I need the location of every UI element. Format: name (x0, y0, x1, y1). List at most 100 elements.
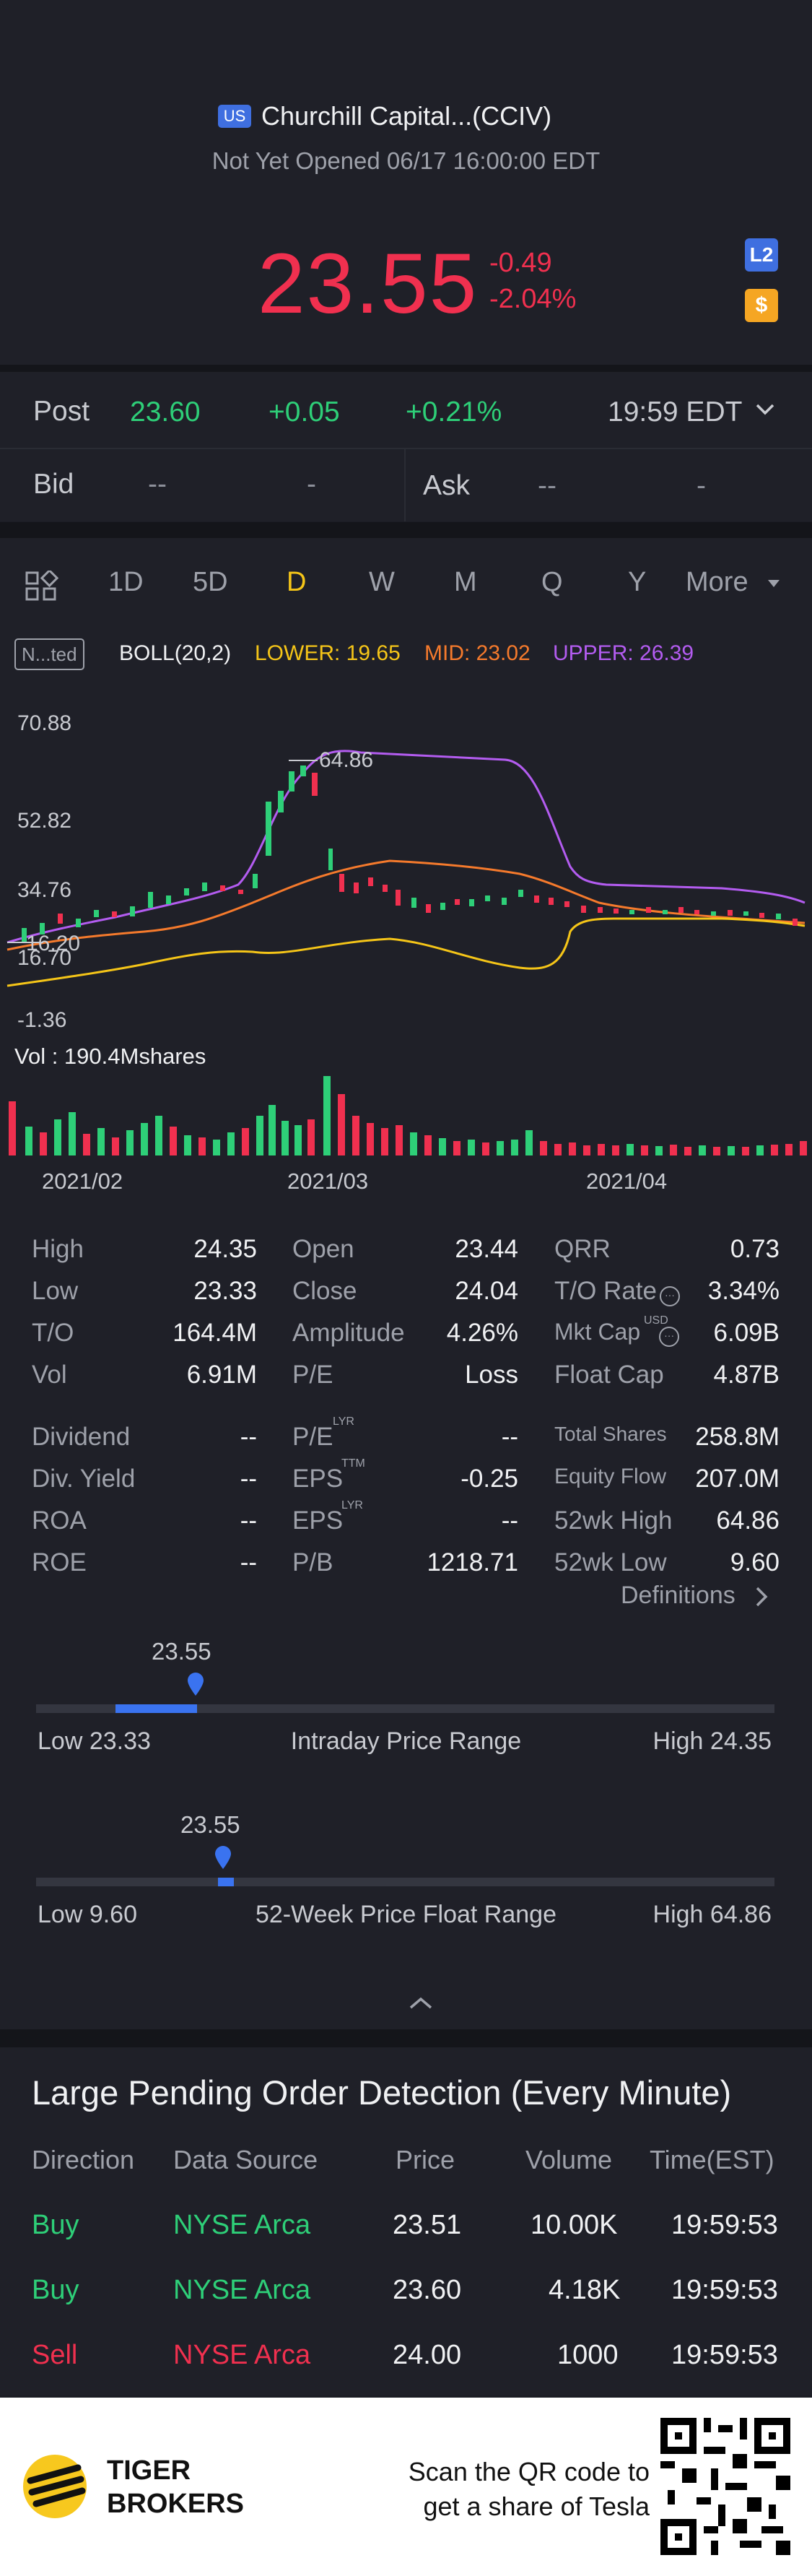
stat-label: T/O (32, 1319, 74, 1347)
candle (469, 899, 474, 906)
order-direction: Buy (32, 2275, 79, 2305)
stat-value: 1218.71 (427, 1548, 518, 1577)
candle (759, 913, 764, 918)
chevron-right-icon[interactable] (754, 1584, 769, 1613)
boll-upper: UPPER: 26.39 (553, 641, 694, 665)
candle (354, 882, 359, 893)
tiger-logo-icon (20, 2452, 90, 2525)
week52-low: Low 9.60 (38, 1901, 137, 1928)
boll-upper-line (6, 750, 806, 944)
post-change-pct: +0.21% (406, 396, 502, 428)
bid-label: Bid (33, 469, 74, 500)
vol-bar (424, 1135, 432, 1155)
stat-value: 64.86 (716, 1506, 780, 1535)
info-icon[interactable]: ··· (659, 1285, 680, 1306)
candle (76, 919, 81, 927)
stat-label: Amplitude (292, 1319, 405, 1347)
vol-bar (25, 1127, 32, 1155)
order-time: 19:59:53 (671, 2210, 778, 2240)
col-data-source: Data Source (173, 2145, 318, 2174)
intraday-low: Low 23.33 (38, 1727, 151, 1755)
week52-high: High 64.86 (652, 1901, 772, 1928)
vol-bar (323, 1076, 331, 1155)
stat-label: QRR (554, 1235, 611, 1263)
stat-label: P/E (292, 1423, 333, 1451)
candle (238, 890, 243, 894)
post-market-bar (0, 372, 812, 521)
indicator-badge[interactable]: N...ted (14, 638, 84, 670)
candle (383, 885, 388, 892)
price-chart[interactable] (0, 693, 812, 1177)
stat-value: -0.25 (460, 1465, 518, 1493)
intraday-title: Intraday Price Range (290, 1727, 522, 1755)
tab-m[interactable]: M (454, 567, 477, 597)
tab-d[interactable]: D (287, 567, 307, 597)
info-icon[interactable]: ··· (659, 1326, 680, 1347)
us-market-badge: US (218, 105, 251, 128)
chevron-up-icon[interactable] (406, 1993, 435, 2016)
vol-bar (155, 1116, 162, 1155)
stat-label: Total Shares (554, 1423, 667, 1445)
candle (253, 874, 258, 888)
candle (58, 914, 63, 924)
stat-value: 6.91M (186, 1361, 257, 1389)
tab-w[interactable]: W (369, 567, 395, 597)
candle (581, 906, 586, 913)
boll-mid: MID: 23.02 (424, 641, 531, 665)
vol-bar (468, 1140, 475, 1155)
definitions-link[interactable]: Definitions (621, 1582, 735, 1609)
candles (22, 766, 798, 942)
tab-q[interactable]: Q (541, 567, 563, 597)
dollar-icon[interactable]: $ (745, 289, 778, 322)
col-price: Price (396, 2145, 455, 2174)
tab-1d[interactable]: 1D (108, 567, 144, 597)
vol-bar (294, 1125, 302, 1155)
stat-value: 164.4M (173, 1319, 257, 1347)
market-status: Not Yet Opened 06/17 16:00:00 EDT (211, 147, 601, 174)
candle (112, 911, 117, 917)
stat-value: -- (240, 1465, 257, 1493)
col-time: Time(EST) (650, 2145, 774, 2174)
candle (564, 901, 569, 907)
order-direction: Sell (32, 2340, 78, 2370)
volume-label: Vol : 190.4Mshares (14, 1044, 206, 1069)
week52-range-track (36, 1878, 774, 1886)
qr-code-icon[interactable] (660, 2418, 790, 2559)
level2-icon[interactable]: L2 (745, 238, 778, 272)
vol-bar (69, 1112, 76, 1155)
vol-bar (655, 1146, 663, 1155)
caret-down-icon[interactable] (767, 578, 781, 593)
vol-bar (627, 1144, 634, 1155)
tab-5d[interactable]: 5D (193, 567, 228, 597)
candle (502, 898, 507, 905)
vol-bar (396, 1125, 403, 1155)
chevron-down-icon[interactable] (753, 397, 777, 425)
stat-value: 24.35 (193, 1235, 257, 1263)
intraday-current-price: 23.55 (152, 1638, 211, 1665)
quote-header (0, 0, 812, 367)
y-tick-label: -1.36 (17, 1008, 67, 1032)
post-time[interactable]: 19:59 EDT (608, 396, 743, 428)
stat-value: -- (240, 1423, 257, 1451)
vol-bar (269, 1105, 276, 1155)
vol-bar (213, 1140, 220, 1155)
brand-line-1: TIGER (107, 2455, 191, 2486)
ask-price: -- (538, 470, 556, 501)
stat-label: Div. Yield (32, 1465, 136, 1493)
intraday-range-fill (115, 1704, 197, 1713)
candle (339, 874, 344, 892)
boll-mid-line (6, 859, 806, 951)
stat-value: 207.0M (695, 1465, 780, 1493)
stat-label: Vol (32, 1361, 67, 1389)
lyr-superscript: LYR (341, 1499, 363, 1512)
stats-col-5: P/E LYR -- EPS TTM -0.25 EPS LYR -- P/B 1218.71 (292, 1415, 518, 1590)
stat-label: High (32, 1235, 84, 1263)
divider (0, 522, 812, 538)
vol-bar (554, 1144, 562, 1155)
stock-title[interactable]: Churchill Capital...(CCIV) (261, 101, 552, 131)
stat-label: Mkt Cap (554, 1319, 641, 1345)
tab-more[interactable]: More (686, 567, 748, 597)
chart-layout-icon[interactable] (25, 568, 59, 606)
candle (220, 885, 225, 891)
vol-bar (352, 1116, 359, 1155)
